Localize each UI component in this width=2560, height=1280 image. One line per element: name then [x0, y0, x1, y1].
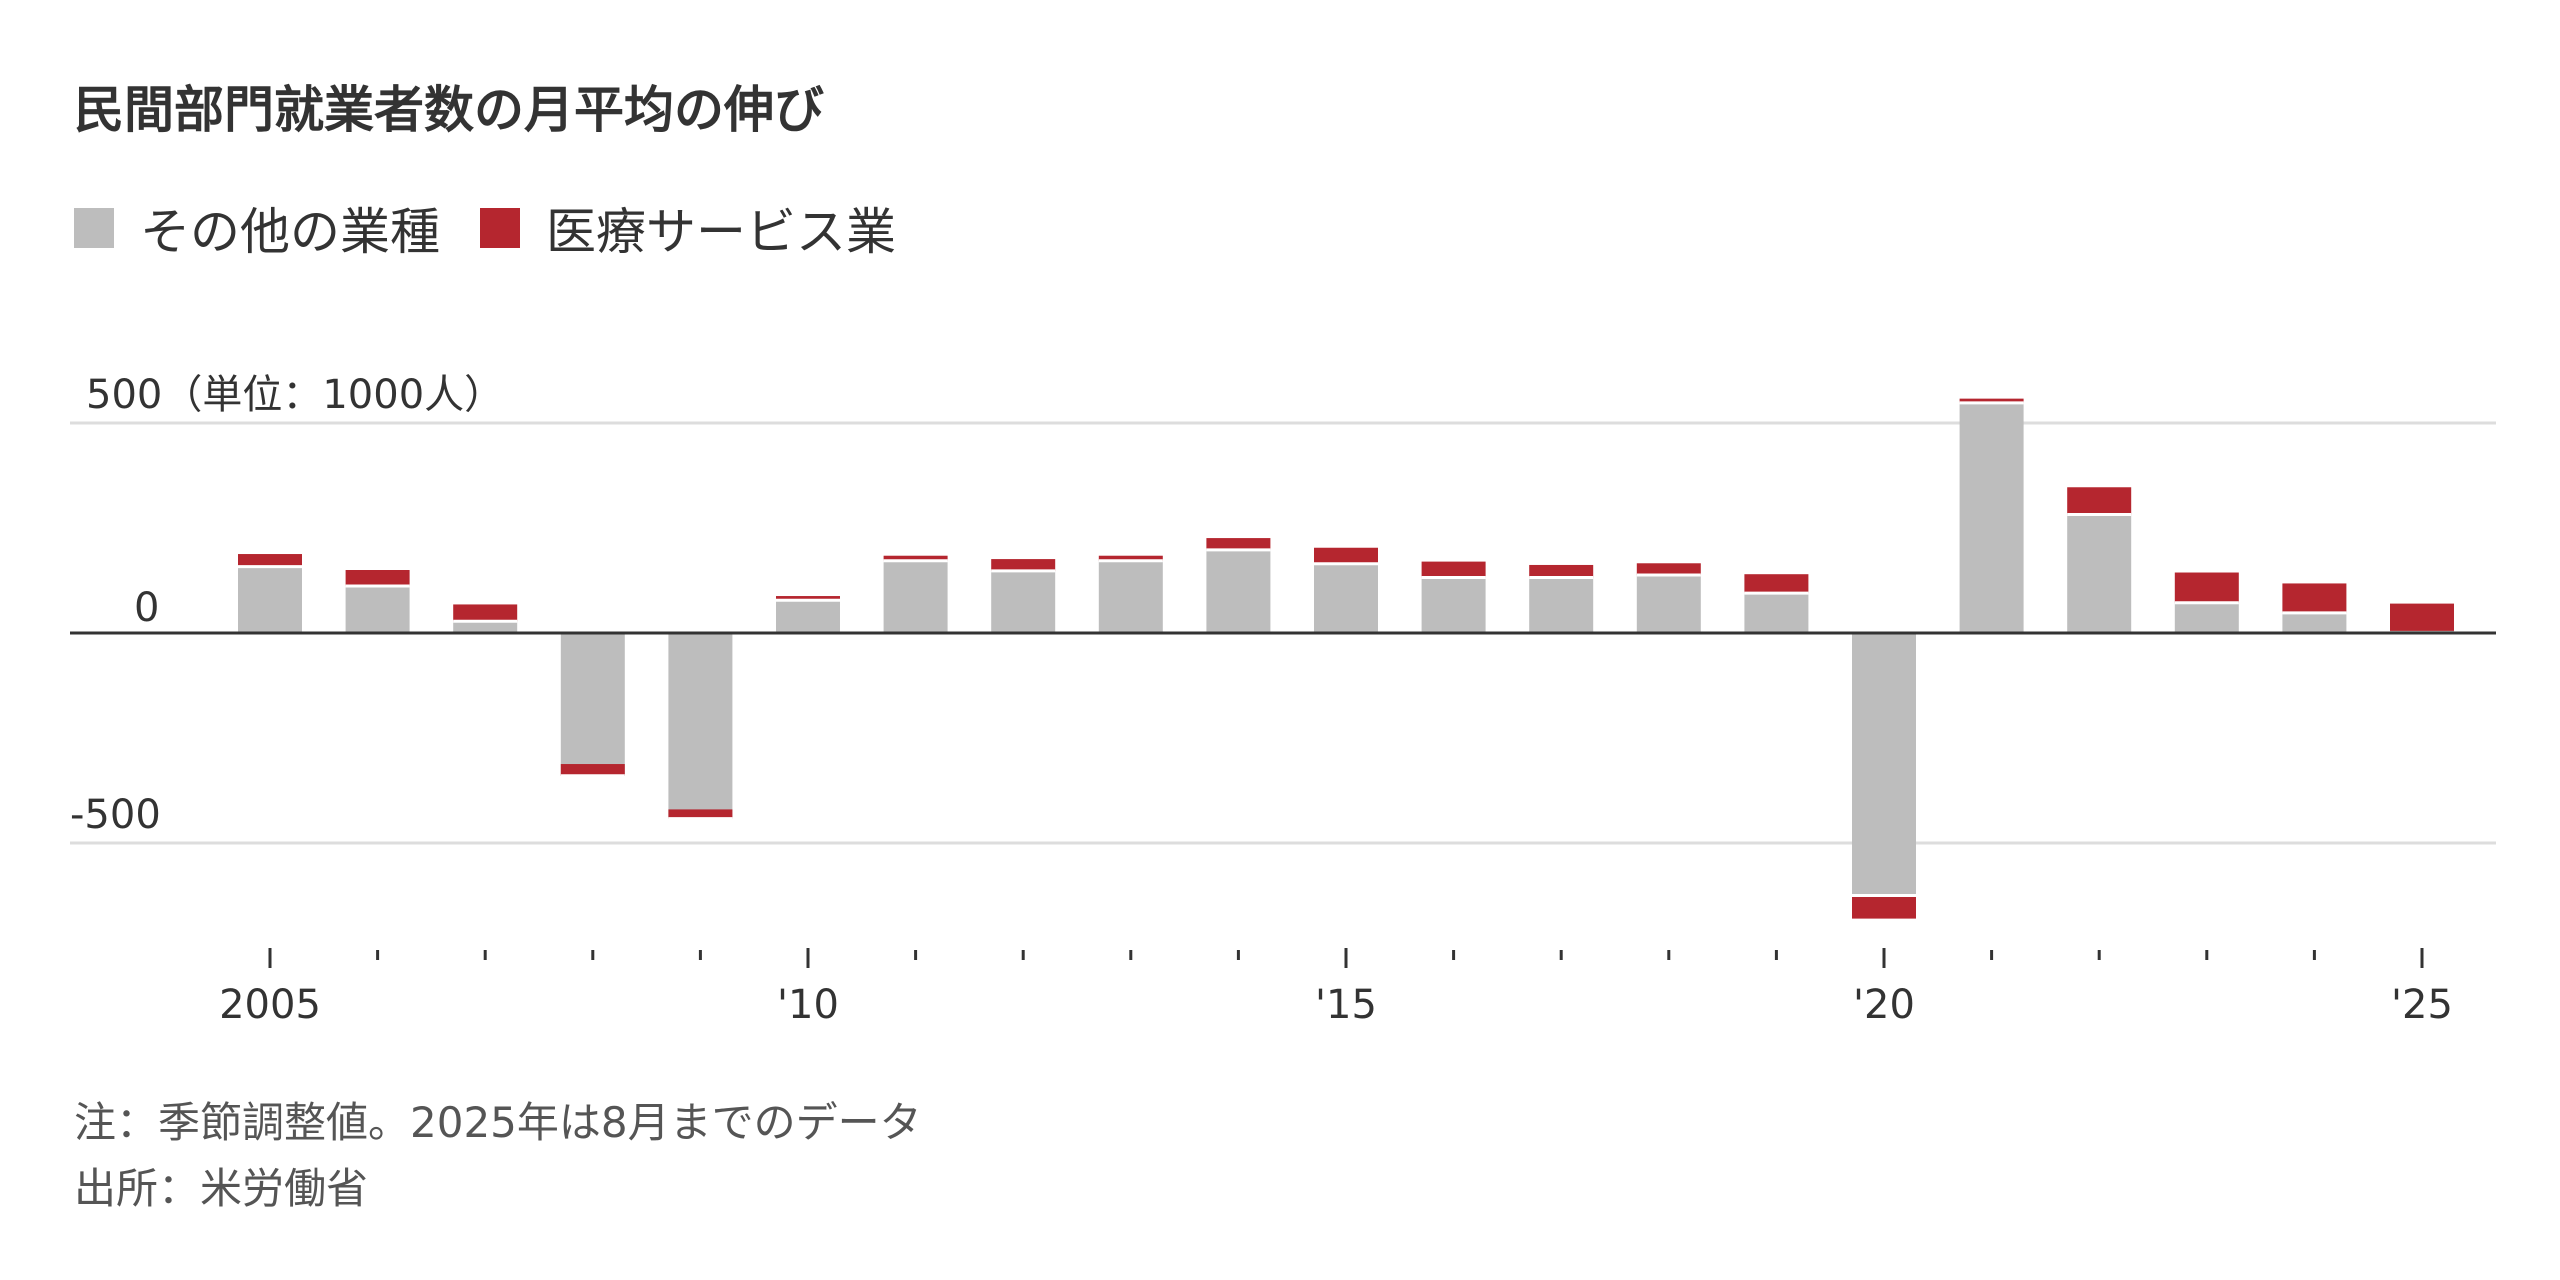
- bar-healthcare-2014: [1206, 538, 1271, 550]
- x-tick-label: '10: [777, 982, 839, 1028]
- notes: 注：季節調整値。2025年は8月までのデータ 出所：米労働省: [74, 1090, 922, 1222]
- bar-healthcare-2013: [1098, 555, 1163, 561]
- bar-other-2012: [991, 570, 1056, 633]
- bar-healthcare-2011: [883, 555, 948, 561]
- legend-item-other: その他の業種: [74, 192, 440, 264]
- bar-other-2020: [1852, 633, 1916, 896]
- y-tick-label: 500（単位：1000人）: [86, 372, 504, 418]
- bar-healthcare-2023: [2174, 572, 2239, 603]
- x-tick-label: '25: [2391, 982, 2453, 1028]
- bar-healthcare-2005: [238, 554, 302, 567]
- bar-healthcare-2008: [560, 764, 625, 776]
- bar-other-2024: [2282, 612, 2347, 633]
- bar-other-2006: [345, 585, 410, 633]
- x-tick-label: '15: [1315, 982, 1377, 1028]
- bar-other-2008: [560, 633, 625, 776]
- bar-healthcare-2018: [1636, 563, 1701, 576]
- bar-healthcare-2010: [776, 596, 840, 601]
- legend-label-healthcare: 医療サービス業: [546, 203, 896, 261]
- legend-item-healthcare: 医療サービス業: [480, 192, 896, 264]
- bar-healthcare-2017: [1529, 564, 1594, 578]
- bar-healthcare-2024: [2282, 583, 2347, 613]
- bar-healthcare-2012: [991, 559, 1056, 571]
- bar-healthcare-2020: [1852, 895, 1916, 919]
- bar-other-2005: [238, 566, 302, 633]
- legend-label-other: その他の業種: [140, 203, 440, 261]
- bar-other-2015: [1314, 563, 1378, 633]
- bar-healthcare-2021: [1959, 398, 2024, 403]
- bar-other-2010: [776, 600, 840, 633]
- bar-healthcare-2006: [345, 570, 410, 586]
- bar-other-2021: [1959, 402, 2024, 633]
- source-note: 出所：米労働省: [74, 1164, 369, 1213]
- y-tick-label: -500: [70, 792, 161, 838]
- bar-healthcare-2009: [668, 809, 733, 819]
- chart-title: 民間部門就業者数の月平均の伸び: [74, 81, 824, 139]
- bar-other-2009: [668, 633, 733, 819]
- legend: その他の業種 医療サービス業: [74, 192, 936, 264]
- bar-other-2007: [453, 621, 518, 633]
- bar-other-2013: [1098, 560, 1163, 633]
- bar-other-2022: [2067, 514, 2132, 633]
- bar-healthcare-2015: [1314, 547, 1378, 564]
- bar-other-2019: [1744, 593, 1809, 633]
- bar-other-2018: [1636, 575, 1701, 633]
- bar-other-2017: [1529, 577, 1594, 633]
- bar-healthcare-2025: [2390, 603, 2454, 631]
- bar-other-2014: [1206, 549, 1271, 633]
- x-tick-label: 2005: [219, 982, 321, 1028]
- bar-healthcare-2007: [453, 604, 518, 622]
- bar-other-2023: [2174, 602, 2239, 633]
- x-tick-label: '20: [1853, 982, 1915, 1028]
- bar-healthcare-2016: [1421, 561, 1486, 578]
- bar-healthcare-2022: [2067, 487, 2132, 515]
- bar-healthcare-2019: [1744, 574, 1809, 594]
- footnote: 注：季節調整値。2025年は8月までのデータ: [74, 1098, 922, 1147]
- legend-swatch-other: [74, 208, 114, 248]
- bar-other-2016: [1421, 577, 1486, 633]
- legend-swatch-healthcare: [480, 208, 520, 248]
- y-tick-label: 0: [134, 585, 159, 631]
- bar-other-2011: [883, 560, 948, 633]
